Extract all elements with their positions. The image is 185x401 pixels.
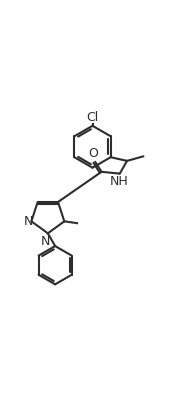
Text: NH: NH: [110, 174, 128, 188]
Text: O: O: [88, 147, 98, 160]
Text: Cl: Cl: [86, 111, 99, 124]
Text: N: N: [23, 215, 33, 228]
Text: N: N: [41, 235, 50, 248]
